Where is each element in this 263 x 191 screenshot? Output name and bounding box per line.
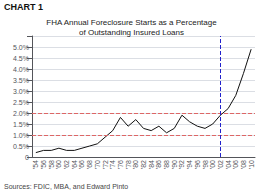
svg-text:'04: '04 (225, 160, 232, 169)
svg-text:'70: '70 (94, 160, 101, 169)
svg-text:2.0%: 2.0% (13, 110, 29, 117)
svg-text:CHART 1: CHART 1 (4, 2, 43, 12)
svg-text:'60: '60 (55, 160, 62, 169)
svg-text:'92: '92 (178, 160, 185, 169)
svg-text:'06: '06 (232, 160, 239, 169)
svg-text:'82: '82 (140, 160, 147, 169)
svg-text:'56: '56 (40, 160, 47, 169)
svg-text:'76: '76 (117, 160, 124, 169)
svg-text:Sources: FDIC, MBA, and Edward: Sources: FDIC, MBA, and Edward Pinto (4, 183, 128, 190)
svg-text:'02: '02 (217, 160, 224, 169)
svg-text:'90: '90 (171, 160, 178, 169)
svg-text:1.5%: 1.5% (13, 121, 29, 128)
svg-text:1.0%: 1.0% (13, 132, 29, 139)
svg-text:'00: '00 (209, 160, 216, 169)
svg-text:FHA Annual Foreclosure Starts: FHA Annual Foreclosure Starts as a Perce… (46, 18, 217, 27)
svg-text:2.5%: 2.5% (13, 99, 29, 106)
svg-text:'66: '66 (78, 160, 85, 169)
svg-text:'96: '96 (194, 160, 201, 169)
svg-text:0: 0 (25, 154, 29, 161)
svg-text:'72: '72 (102, 160, 109, 169)
svg-text:'08: '08 (240, 160, 247, 169)
svg-text:5.0%: 5.0% (13, 44, 29, 51)
svg-text:of Outstanding Insured Loans: of Outstanding Insured Loans (79, 28, 184, 37)
svg-text:'84: '84 (148, 160, 155, 169)
svg-text:'62: '62 (63, 160, 70, 169)
svg-text:'98: '98 (202, 160, 209, 169)
svg-text:3.5%: 3.5% (13, 77, 29, 84)
svg-text:'68: '68 (86, 160, 93, 169)
svg-text:4.0%: 4.0% (13, 66, 29, 73)
svg-text:'58: '58 (48, 160, 55, 169)
svg-text:4.5%: 4.5% (13, 55, 29, 62)
svg-text:'94: '94 (186, 160, 193, 169)
svg-text:'10: '10 (248, 160, 255, 169)
svg-text:3.0%: 3.0% (13, 88, 29, 95)
svg-text:'88: '88 (163, 160, 170, 169)
svg-text:'64: '64 (71, 160, 78, 169)
svg-text:'80: '80 (132, 160, 139, 169)
svg-text:0.5%: 0.5% (13, 143, 29, 150)
svg-text:'86: '86 (155, 160, 162, 169)
svg-text:'74: '74 (109, 160, 116, 169)
svg-text:'78: '78 (125, 160, 132, 169)
svg-text:'54: '54 (32, 160, 39, 169)
